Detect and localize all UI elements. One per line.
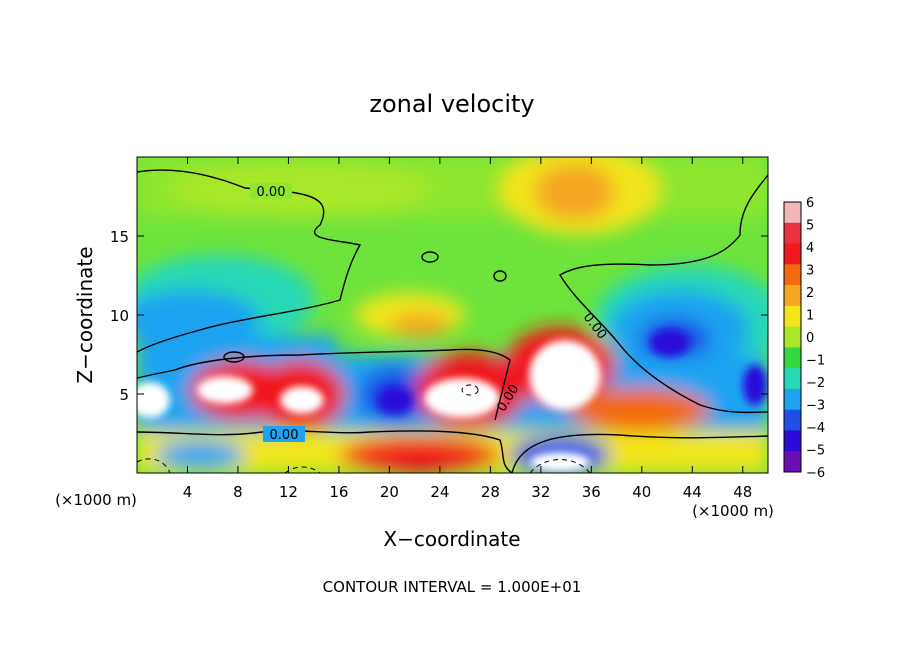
colorbar-tick-label: 1 [806, 309, 814, 324]
colorbar-tick-label: 6 [806, 196, 814, 211]
colorbar-tick-label: 0 [806, 331, 814, 346]
colorbar-tick-label: 4 [806, 241, 814, 256]
colorbar-tick-label: −6 [806, 466, 825, 481]
colorbar-swatch [784, 409, 801, 431]
colorbar: 6 5 4 3 2 1 0 −1 −2 −3 −4 −5 −6 [783, 196, 825, 481]
colorbar-swatch [784, 202, 801, 224]
colorbar-tick-label: −2 [806, 376, 825, 391]
colorbar-tick-label: −3 [806, 399, 825, 414]
x-tick-label: 36 [582, 483, 601, 501]
colorbar-swatch [784, 222, 801, 245]
contour-label: 0.00 [270, 428, 299, 443]
colorbar-tick-label: 3 [806, 264, 814, 279]
colorbar-tick-label: 2 [806, 286, 814, 301]
colorbar-swatch [784, 430, 801, 452]
colorbar-swatch [784, 264, 801, 286]
y-tick-label: 10 [110, 307, 129, 325]
colorbar-swatch [784, 326, 801, 348]
y-axis: 5 10 15 [110, 228, 768, 404]
x-unit-right: (×1000 m) [692, 502, 774, 520]
x-tick-label: 44 [683, 483, 702, 501]
x-tick-label: 4 [183, 483, 193, 501]
colorbar-swatch [784, 388, 801, 411]
colorbar-swatch [784, 347, 801, 369]
contour-lines [137, 169, 768, 473]
x-tick-label: 20 [380, 483, 399, 501]
contour-dashed [137, 384, 591, 473]
x-unit-left: (×1000 m) [55, 491, 137, 509]
colorbar-tick-label: −4 [806, 421, 825, 436]
colorbar-swatch [784, 368, 801, 390]
x-tick-label: 24 [430, 483, 449, 501]
contour-interval-note: CONTOUR INTERVAL = 1.000E+01 [323, 578, 582, 596]
colorbar-tick-label: −1 [806, 354, 825, 369]
x-tick-label: 16 [329, 483, 348, 501]
x-tick-label: 32 [531, 483, 550, 501]
heatmap-field [137, 157, 768, 473]
colorbar-swatch [784, 305, 801, 328]
x-axis: 4 8 12 16 20 24 28 32 36 40 44 48 [183, 157, 752, 501]
colorbar-tick-label: −5 [806, 444, 825, 459]
colorbar-swatch [784, 243, 801, 265]
chart-title: zonal velocity [369, 90, 534, 118]
colorbar-swatch [784, 285, 801, 307]
y-tick-label: 5 [119, 386, 129, 404]
contour-label: 0.00 [257, 185, 286, 200]
y-tick-label: 15 [110, 228, 129, 246]
colorbar-frame [783, 201, 802, 473]
colorbar-swatch [784, 451, 801, 473]
x-tick-label: 12 [279, 483, 298, 501]
x-tick-label: 48 [733, 483, 752, 501]
x-tick-label: 40 [632, 483, 651, 501]
x-tick-label: 8 [233, 483, 243, 501]
x-tick-label: 28 [481, 483, 500, 501]
x-axis-label: X−coordinate [383, 527, 520, 551]
colorbar-tick-label: 5 [806, 219, 814, 234]
y-axis-label: Z−coordinate [73, 246, 97, 383]
